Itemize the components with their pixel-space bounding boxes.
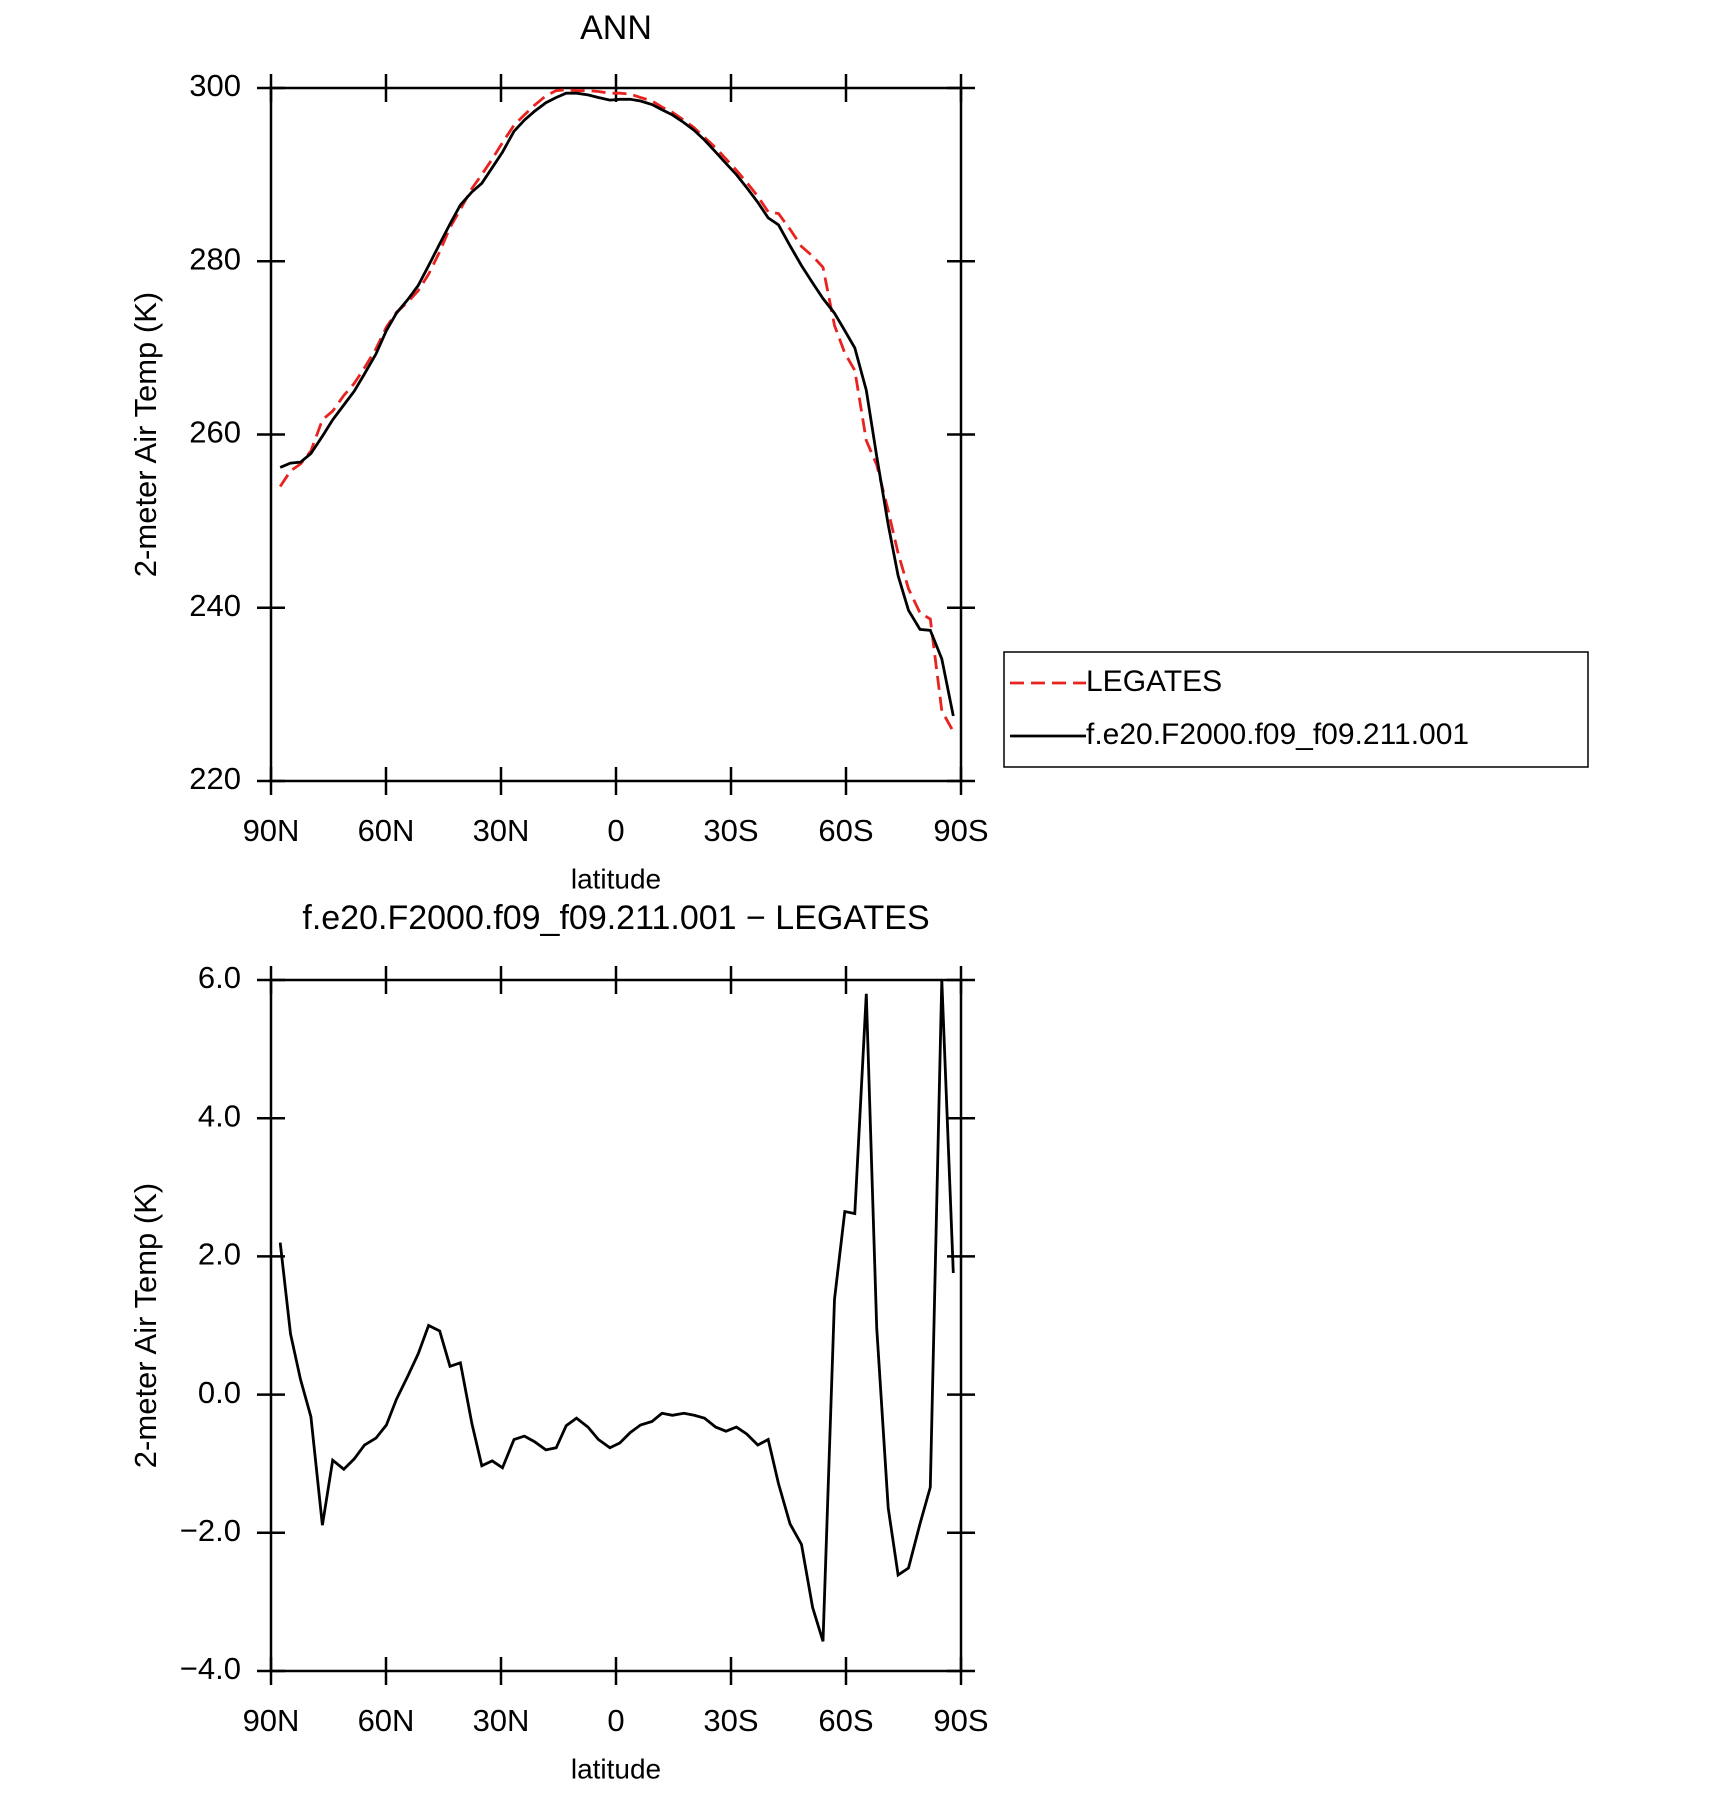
series-line — [279, 88, 955, 733]
x-axis-label: latitude — [571, 1753, 661, 1784]
y-tick-label: −4.0 — [180, 1651, 241, 1686]
series-line — [278, 979, 955, 1642]
legend-label: f.e20.F2000.f09_f09.211.001 — [1086, 718, 1469, 751]
legend-label: LEGATES — [1086, 665, 1222, 698]
chart-title: f.e20.F2000.f09_f09.211.001 − LEGATES — [302, 899, 929, 937]
x-tick-label: 60N — [358, 1703, 415, 1738]
x-tick-label: 30N — [473, 1703, 530, 1738]
y-tick-label: 2.0 — [198, 1237, 241, 1272]
x-tick-label: 90N — [243, 813, 300, 848]
y-tick-label: 280 — [189, 241, 241, 276]
x-tick-label: 0 — [607, 813, 624, 848]
y-tick-label: 260 — [189, 415, 241, 450]
x-tick-label: 90S — [933, 813, 988, 848]
x-tick-label: 60S — [818, 1703, 873, 1738]
x-tick-label: 90S — [933, 1703, 988, 1738]
x-tick-label: 60S — [818, 813, 873, 848]
x-tick-label: 60N — [358, 813, 415, 848]
y-tick-label: 6.0 — [198, 960, 241, 995]
y-tick-label: 240 — [189, 588, 241, 623]
series-line — [279, 91, 955, 717]
y-tick-label: −2.0 — [180, 1513, 241, 1548]
chart: ANN 220 240 260 280 300 90N 60N 30N 0 30S 60S 90S lat… — [128, 9, 1589, 894]
chart-title: ANN — [580, 9, 652, 47]
y-tick-label: 0.0 — [198, 1375, 241, 1410]
legend-box — [1003, 651, 1589, 768]
chart: f.e20.F2000.f09_f09.211.001 − LEGATES −4.… — [128, 899, 988, 1784]
y-tick-label: 4.0 — [198, 1098, 241, 1133]
x-tick-label: 30S — [703, 1703, 758, 1738]
x-tick-label: 0 — [607, 1703, 624, 1738]
x-axis-label: latitude — [571, 863, 661, 894]
y-tick-label: 220 — [189, 761, 241, 796]
x-tick-label: 30N — [473, 813, 530, 848]
y-axis-label: 2-meter Air Temp (K) — [128, 1183, 163, 1468]
y-axis-label: 2-meter Air Temp (K) — [128, 292, 163, 577]
plot-frame — [269, 978, 963, 1673]
x-tick-label: 90N — [243, 1703, 300, 1738]
plot-frame — [269, 86, 963, 783]
y-tick-label: 300 — [189, 68, 241, 103]
x-tick-label: 30S — [703, 813, 758, 848]
